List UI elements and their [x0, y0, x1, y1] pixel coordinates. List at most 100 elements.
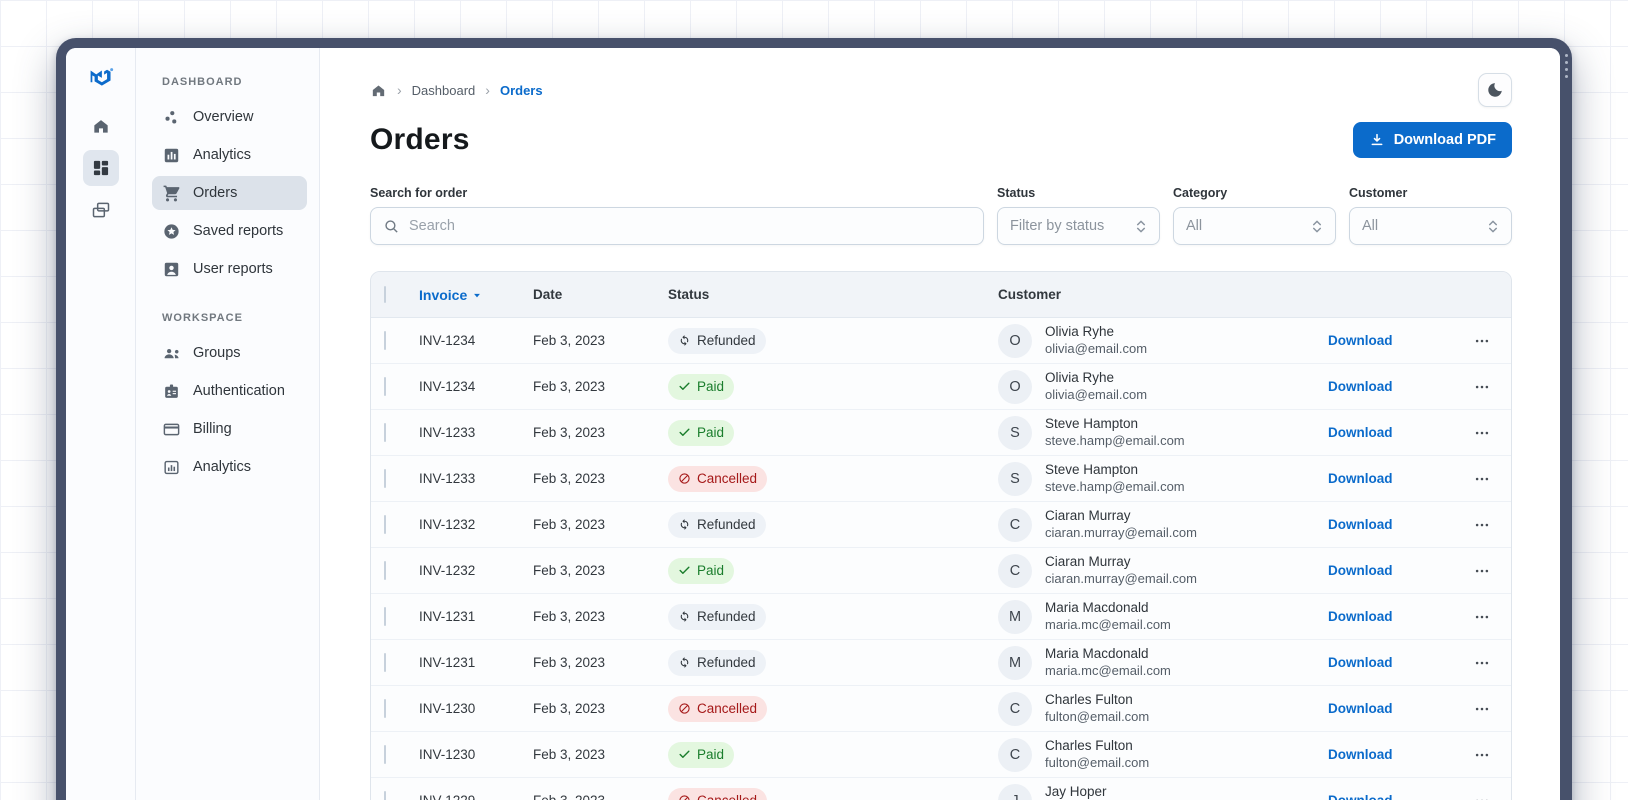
status-badge: Refunded	[668, 603, 766, 630]
theme-toggle-button[interactable]	[1478, 73, 1512, 107]
row-checkbox[interactable]	[384, 376, 386, 396]
row-checkbox[interactable]	[384, 652, 386, 672]
status-filter-label: Status	[997, 186, 1036, 200]
invoice-cell: INV-1229	[419, 793, 533, 800]
row-menu-icon[interactable]	[1473, 608, 1491, 626]
customer-filter-label: Customer	[1349, 186, 1408, 200]
customer-name: Jay Hoper	[1045, 784, 1107, 800]
category-select[interactable]: All	[1173, 207, 1336, 245]
badge-icon	[162, 382, 181, 401]
download-link[interactable]: Download	[1328, 424, 1393, 440]
customer-email: ciaran.murray@email.com	[1045, 524, 1197, 540]
select-arrows-icon	[1135, 219, 1147, 234]
status-select[interactable]: Filter by status	[997, 207, 1160, 245]
mui-logo-icon	[88, 66, 114, 88]
sidebar-item-groups[interactable]: Groups	[152, 336, 307, 370]
main-content: › Dashboard › Orders Orders Dow	[320, 48, 1560, 800]
download-link[interactable]: Download	[1328, 562, 1393, 578]
download-link[interactable]: Download	[1328, 332, 1393, 348]
row-checkbox[interactable]	[384, 468, 386, 488]
refresh-icon	[678, 656, 691, 669]
status-badge: Refunded	[668, 511, 766, 538]
row-checkbox[interactable]	[384, 744, 386, 764]
row-menu-icon[interactable]	[1473, 746, 1491, 764]
sidebar-item-overview[interactable]: Overview	[152, 100, 307, 134]
window-scrollbar-dots[interactable]	[1565, 54, 1568, 78]
row-menu-icon[interactable]	[1473, 562, 1491, 580]
download-pdf-button[interactable]: Download PDF	[1352, 122, 1512, 158]
row-menu-icon[interactable]	[1473, 654, 1491, 672]
date-cell: Feb 3, 2023	[533, 471, 606, 486]
row-menu-icon[interactable]	[1473, 378, 1491, 396]
row-checkbox[interactable]	[384, 330, 386, 350]
table-row: INV-1229 Feb 3, 2023 Cancelled J Jay Hop…	[371, 778, 1511, 800]
download-link[interactable]: Download	[1328, 470, 1393, 486]
customer-email: steve.hamp@email.com	[1045, 478, 1185, 494]
search-input[interactable]	[409, 218, 971, 234]
row-menu-icon[interactable]	[1473, 700, 1491, 718]
sidebar-item-authentication[interactable]: Authentication	[152, 374, 307, 408]
home-icon[interactable]	[370, 82, 387, 99]
breadcrumb-dashboard[interactable]: Dashboard	[411, 82, 476, 98]
download-link[interactable]: Download	[1328, 654, 1393, 670]
download-link[interactable]: Download	[1328, 608, 1393, 624]
column-header-invoice[interactable]: Invoice	[419, 287, 533, 303]
sidebar-item-analytics[interactable]: Analytics	[152, 138, 307, 172]
sidebar-item-user-reports[interactable]: User reports	[152, 252, 307, 286]
layers-icon[interactable]	[83, 192, 119, 228]
row-checkbox[interactable]	[384, 422, 386, 442]
category-filter-label: Category	[1173, 186, 1228, 200]
invoice-cell: INV-1234	[419, 379, 476, 394]
table-row: INV-1230 Feb 3, 2023 Paid C Charles Fult…	[371, 732, 1511, 778]
row-checkbox[interactable]	[384, 560, 386, 580]
block-icon	[678, 472, 691, 485]
avatar: O	[998, 369, 1032, 404]
search-label: Search for order	[370, 186, 468, 200]
download-icon	[1369, 132, 1385, 148]
status-badge: Paid	[668, 419, 735, 446]
row-menu-icon[interactable]	[1473, 424, 1491, 442]
avatar: S	[998, 461, 1032, 496]
customer-email: olivia@email.com	[1045, 386, 1148, 402]
row-checkbox[interactable]	[384, 698, 386, 718]
customer-select[interactable]: All	[1349, 207, 1512, 245]
row-menu-icon[interactable]	[1473, 470, 1491, 488]
row-checkbox[interactable]	[384, 514, 386, 534]
download-link[interactable]: Download	[1328, 378, 1393, 394]
refresh-icon	[678, 334, 691, 347]
download-link[interactable]: Download	[1328, 516, 1393, 532]
avatar: C	[998, 737, 1032, 772]
sidebar-item-saved-reports[interactable]: Saved reports	[152, 214, 307, 248]
customer-email: ciaran.murray@email.com	[1045, 570, 1197, 586]
select-all-checkbox[interactable]	[384, 286, 386, 303]
row-checkbox[interactable]	[384, 790, 386, 800]
sidebar-item-orders[interactable]: Orders	[152, 176, 307, 210]
dashboard-grid-icon[interactable]	[82, 150, 119, 186]
date-cell: Feb 3, 2023	[533, 425, 606, 440]
page-title: Orders	[370, 123, 470, 156]
avatar: C	[998, 691, 1032, 726]
avatar: C	[998, 507, 1032, 542]
download-link[interactable]: Download	[1328, 700, 1393, 716]
download-link[interactable]: Download	[1328, 746, 1393, 762]
home-icon[interactable]	[83, 108, 119, 144]
row-checkbox[interactable]	[384, 606, 386, 626]
star-circle-icon	[162, 222, 181, 241]
customer-name: Charles Fulton	[1045, 692, 1133, 708]
row-menu-icon[interactable]	[1473, 516, 1491, 534]
people-icon	[162, 344, 181, 363]
table-row: INV-1231 Feb 3, 2023 Refunded M Maria Ma…	[371, 594, 1511, 640]
download-link[interactable]: Download	[1328, 792, 1393, 800]
table-row: INV-1232 Feb 3, 2023 Refunded C Ciaran M…	[371, 502, 1511, 548]
row-menu-icon[interactable]	[1473, 792, 1491, 800]
select-arrows-icon	[1311, 219, 1323, 234]
sidebar-item-analytics-2[interactable]: Analytics	[152, 450, 307, 484]
credit-card-icon	[162, 420, 181, 439]
row-menu-icon[interactable]	[1473, 332, 1491, 350]
check-icon	[678, 426, 691, 439]
customer-name: Olivia Ryhe	[1045, 324, 1115, 340]
column-header-status: Status	[668, 287, 710, 302]
status-badge: Refunded	[668, 649, 766, 676]
sidebar-item-billing[interactable]: Billing	[152, 412, 307, 446]
customer-email: maria.mc@email.com	[1045, 616, 1171, 632]
